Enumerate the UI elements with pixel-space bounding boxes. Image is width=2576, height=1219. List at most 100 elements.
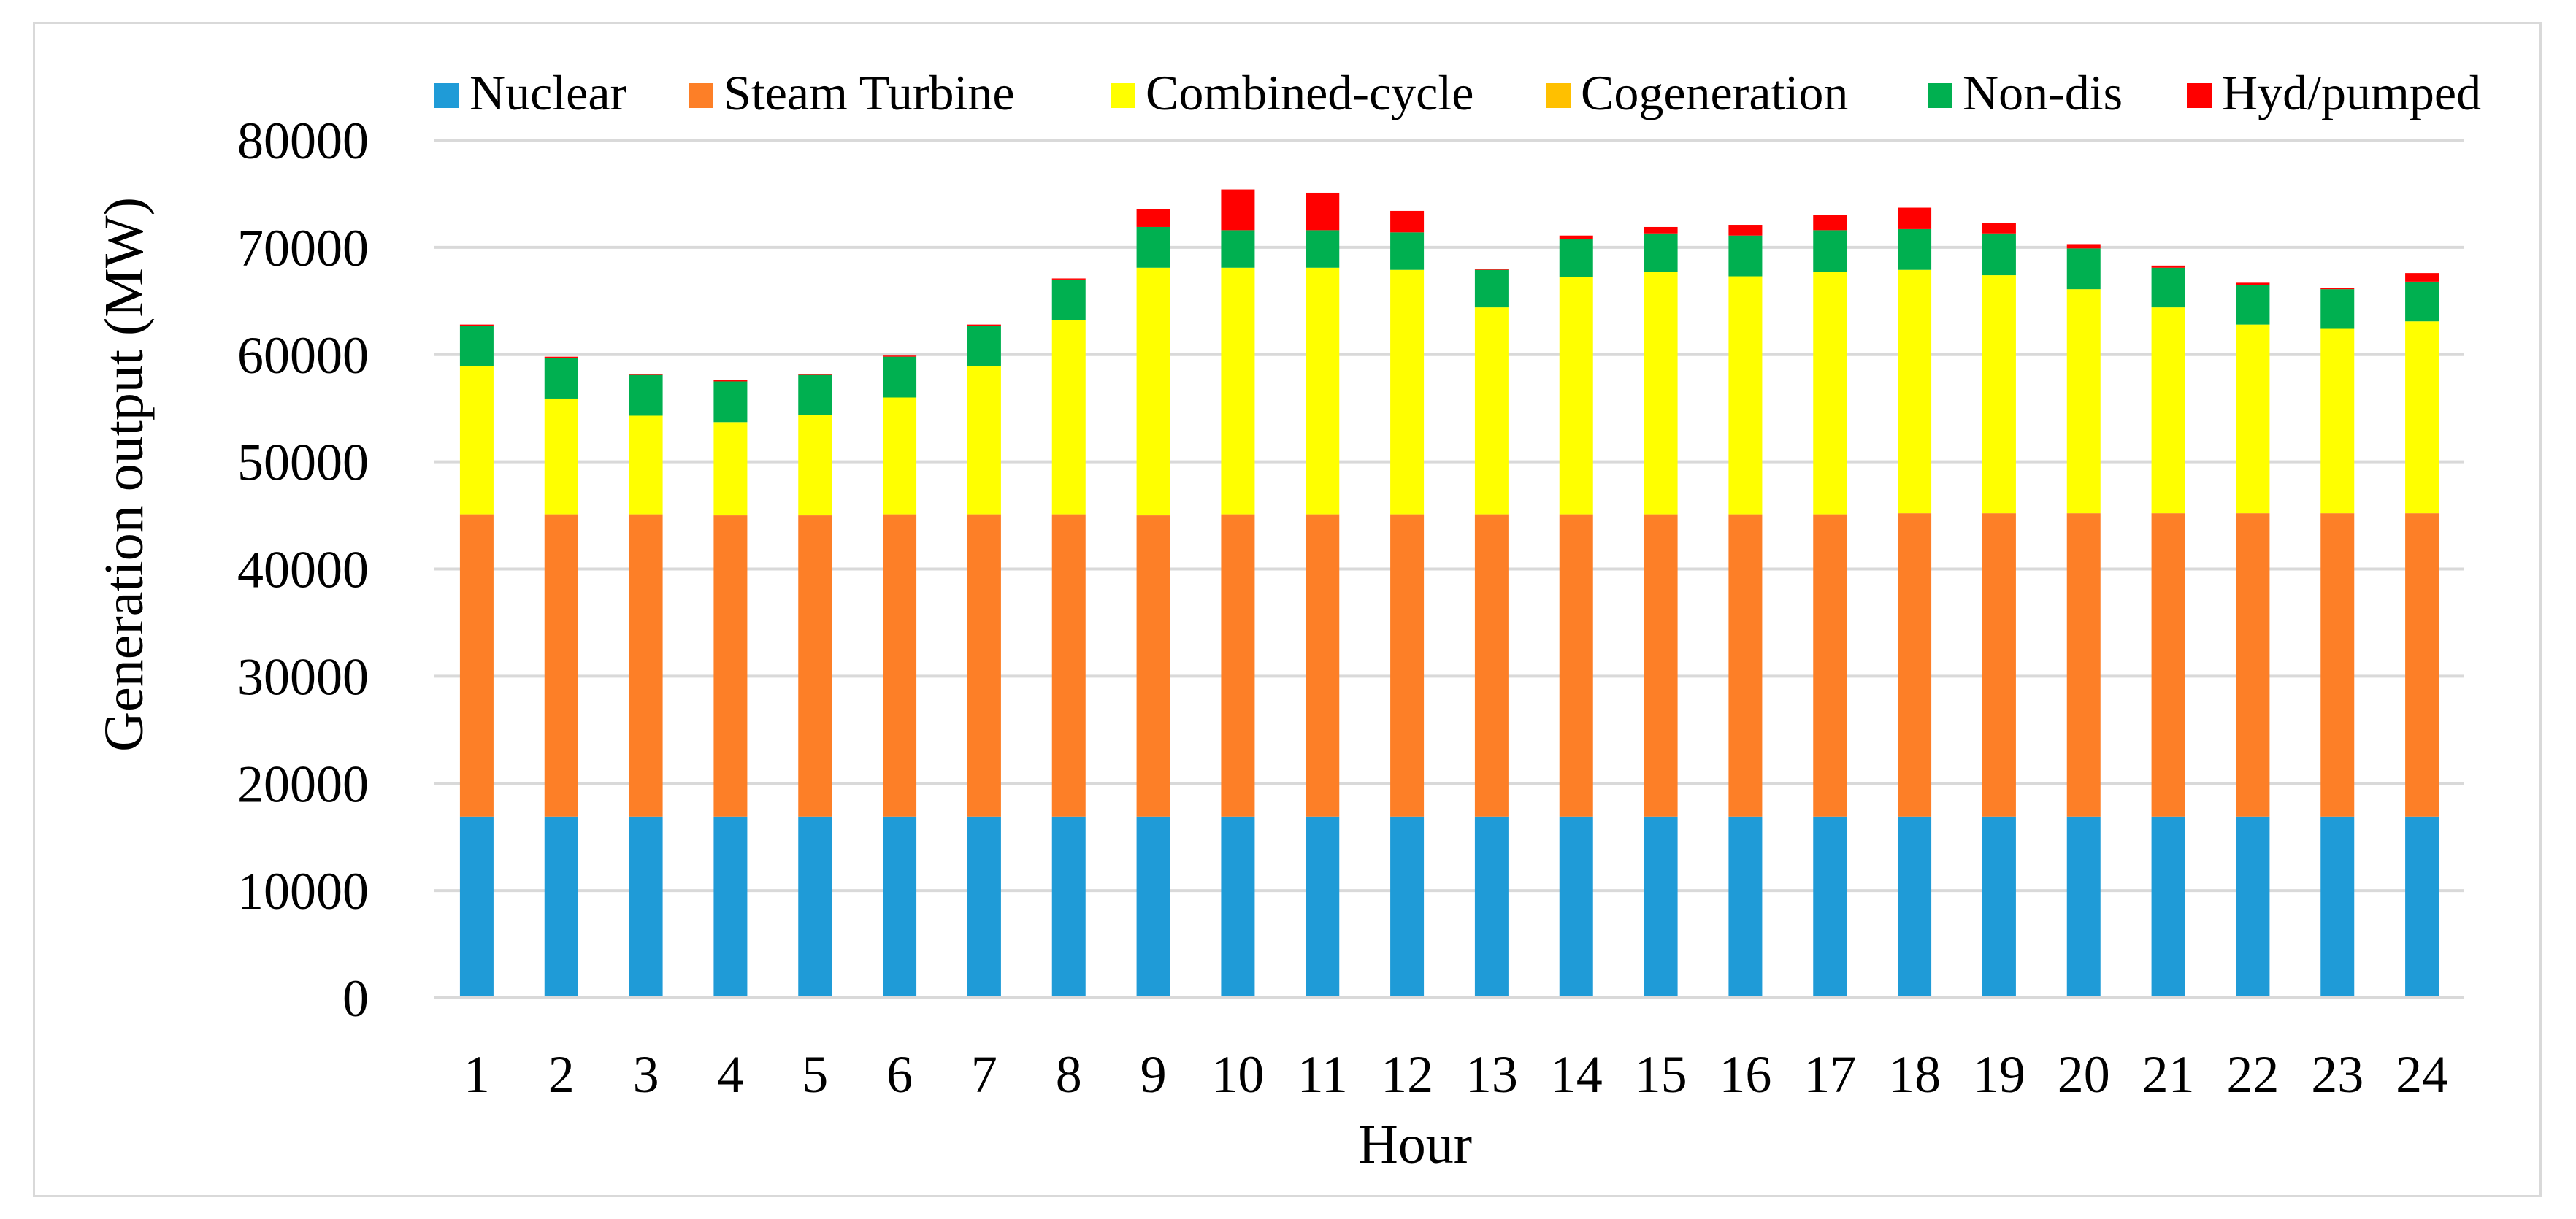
bar-segment-steam-turbine-1 (459, 514, 494, 817)
bar-segment-non-dis-2 (544, 358, 578, 399)
bar-segment-nuclear-12 (1390, 816, 1425, 998)
bar-segment-steam-turbine-10 (1221, 514, 1255, 817)
bar-segment-non-dis-24 (2405, 281, 2439, 322)
legend-swatch-non-dis (1928, 83, 1952, 108)
bar-segment-combined-cycle-17 (1813, 272, 1847, 515)
bar-segment-hyd-pumped-16 (1728, 225, 1763, 236)
bar-segment-nuclear-22 (2236, 816, 2270, 998)
bar-segment-hyd-pumped-6 (883, 355, 917, 357)
bar-segment-non-dis-6 (883, 356, 917, 398)
bar-segment-non-dis-5 (798, 374, 832, 415)
x-tick-label: 15 (1635, 1045, 1687, 1104)
bar-segment-non-dis-7 (967, 326, 1001, 366)
y-tick-label: 60000 (237, 326, 369, 385)
y-tick-label: 70000 (237, 219, 369, 277)
bar-segment-combined-cycle-15 (1644, 272, 1678, 515)
bar-segment-hyd-pumped-17 (1813, 215, 1847, 231)
bar-segment-nuclear-18 (1898, 816, 1932, 998)
x-tick-label: 19 (1973, 1045, 2025, 1104)
bar-segment-nuclear-10 (1221, 816, 1255, 998)
bar-segment-combined-cycle-8 (1051, 320, 1086, 515)
y-tick-label: 30000 (237, 647, 369, 706)
bar-segment-combined-cycle-23 (2320, 328, 2355, 514)
bar-segment-steam-turbine-24 (2405, 513, 2439, 817)
bar-segment-combined-cycle-7 (967, 366, 1001, 515)
legend-label-nuclear: Nuclear (469, 65, 627, 120)
x-tick-label: 7 (971, 1045, 997, 1104)
y-tick-label: 20000 (237, 755, 369, 813)
y-tick-label: 80000 (237, 112, 369, 170)
bar-segment-nuclear-4 (713, 816, 748, 998)
bar-segment-non-dis-18 (1898, 228, 1932, 270)
x-tick-label: 5 (802, 1045, 828, 1104)
x-tick-label: 12 (1381, 1045, 1433, 1104)
legend-label-combined-cycle: Combined-cycle (1146, 65, 1473, 120)
x-tick-label: 1 (464, 1045, 490, 1104)
bar-segment-steam-turbine-6 (883, 514, 917, 817)
bar-segment-hyd-pumped-22 (2236, 282, 2270, 285)
bar-segment-non-dis-23 (2320, 289, 2355, 329)
bar-segment-nuclear-2 (544, 816, 578, 998)
bar-segment-steam-turbine-20 (2066, 513, 2101, 817)
x-tick-label: 4 (717, 1045, 743, 1104)
bar-segment-hyd-pumped-21 (2151, 265, 2185, 268)
bar-segment-non-dis-8 (1051, 279, 1086, 320)
bar-segment-hyd-pumped-12 (1390, 210, 1425, 233)
bar-segment-combined-cycle-13 (1474, 307, 1509, 515)
bar-segment-combined-cycle-20 (2066, 289, 2101, 514)
bar-segment-steam-turbine-11 (1306, 514, 1340, 817)
x-tick-label: 13 (1465, 1045, 1518, 1104)
bar-segment-hyd-pumped-24 (2405, 273, 2439, 282)
bar-segment-steam-turbine-17 (1813, 514, 1847, 817)
bar-segment-nuclear-1 (459, 816, 494, 998)
x-tick-label: 6 (886, 1045, 913, 1104)
bars (459, 189, 2439, 998)
bar-segment-hyd-pumped-14 (1559, 235, 1593, 239)
bar-segment-combined-cycle-22 (2236, 324, 2270, 514)
bar-segment-steam-turbine-21 (2151, 513, 2185, 817)
y-tick-label: 40000 (237, 541, 369, 599)
x-tick-label: 21 (2142, 1045, 2195, 1104)
x-tick-label: 17 (1803, 1045, 1856, 1104)
bar-segment-hyd-pumped-2 (544, 356, 578, 358)
bar-segment-combined-cycle-5 (798, 415, 832, 516)
legend-label-hyd-pumped: Hyd/pumped (2222, 65, 2481, 120)
bar-segment-non-dis-16 (1728, 235, 1763, 277)
legend-label-steam-turbine: Steam Turbine (724, 65, 1015, 120)
x-tick-label: 18 (1888, 1045, 1941, 1104)
bar-segment-nuclear-15 (1644, 816, 1678, 998)
bar-segment-steam-turbine-13 (1474, 514, 1509, 817)
x-tick-label: 8 (1056, 1045, 1082, 1104)
bar-segment-combined-cycle-16 (1728, 276, 1763, 515)
bar-segment-steam-turbine-9 (1136, 515, 1170, 817)
bar-segment-hyd-pumped-4 (713, 380, 748, 382)
legend-label-non-dis: Non-dis (1963, 65, 2123, 120)
bar-segment-steam-turbine-2 (544, 514, 578, 817)
bar-segment-nuclear-23 (2320, 816, 2355, 998)
bar-segment-nuclear-13 (1474, 816, 1509, 998)
bar-segment-steam-turbine-12 (1390, 514, 1425, 817)
y-tick-label: 10000 (237, 862, 369, 920)
bar-segment-steam-turbine-14 (1559, 514, 1593, 817)
bar-segment-steam-turbine-16 (1728, 514, 1763, 817)
x-tick-label: 10 (1211, 1045, 1264, 1104)
bar-segment-hyd-pumped-15 (1644, 226, 1678, 234)
bar-segment-nuclear-19 (1982, 816, 2016, 998)
bar-segment-non-dis-1 (459, 326, 494, 366)
legend-swatch-combined-cycle (1111, 83, 1135, 108)
bar-segment-hyd-pumped-20 (2066, 244, 2101, 249)
bar-segment-nuclear-20 (2066, 816, 2101, 998)
x-tick-label: 20 (2058, 1045, 2110, 1104)
bar-segment-nuclear-7 (967, 816, 1001, 998)
bar-segment-steam-turbine-15 (1644, 514, 1678, 817)
x-axis-title: Hour (1358, 1114, 1472, 1175)
y-tick-label: 50000 (237, 434, 369, 492)
bar-segment-non-dis-11 (1306, 230, 1340, 268)
bar-segment-hyd-pumped-9 (1136, 209, 1170, 227)
bar-segment-combined-cycle-14 (1559, 277, 1593, 515)
bar-segment-steam-turbine-8 (1051, 514, 1086, 817)
bar-segment-combined-cycle-19 (1982, 275, 2016, 514)
bar-segment-steam-turbine-23 (2320, 513, 2355, 817)
bar-segment-non-dis-22 (2236, 285, 2270, 325)
